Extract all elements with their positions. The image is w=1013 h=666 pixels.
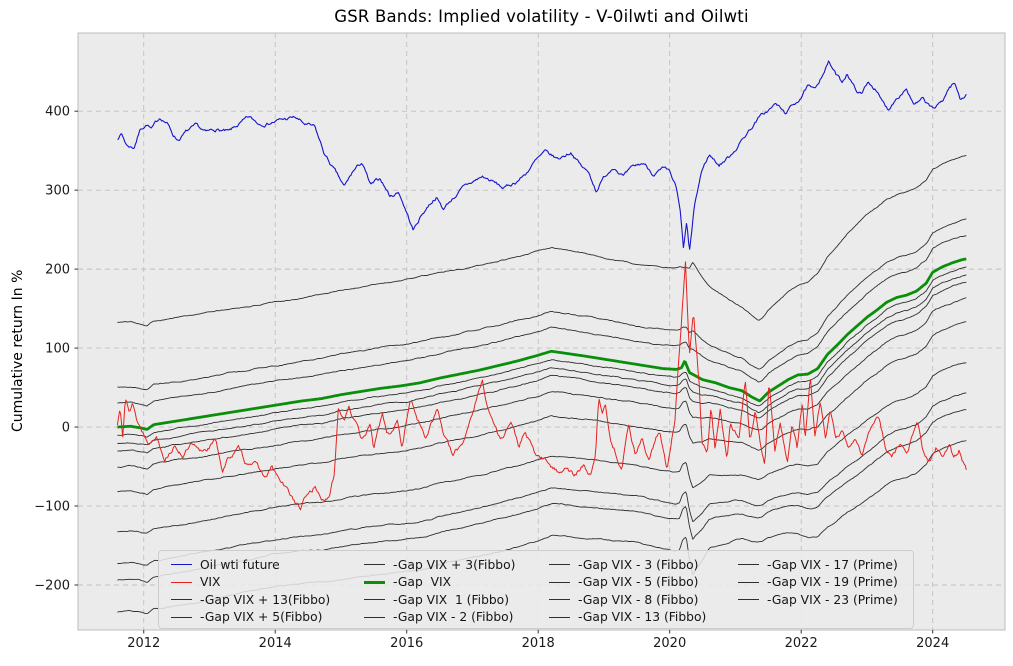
legend-item: -Gap VIX - 19 (Prime)	[738, 574, 913, 592]
chart-title: GSR Bands: Implied volatility - V-0ilwti…	[334, 7, 749, 26]
legend-item: -Gap VIX 1 (Fibbo)	[364, 591, 549, 609]
x-tick-label: 2016	[390, 636, 423, 651]
band-line	[117, 218, 967, 391]
axes-background	[78, 33, 1005, 630]
legend-item: Oil wti future	[171, 556, 364, 574]
x-tick-label: 2018	[522, 636, 555, 651]
series-vix	[116, 261, 967, 511]
band-line	[117, 235, 967, 407]
x-tick-label: 2012	[127, 636, 160, 651]
series-gap	[117, 257, 967, 431]
legend-line-sample	[364, 599, 385, 601]
band-line	[117, 297, 967, 470]
y-tick-label: 200	[45, 263, 70, 278]
band-line	[117, 155, 967, 327]
legend-item-label: VIX	[200, 575, 221, 590]
band-line	[117, 274, 967, 446]
legend-item-label: -Gap VIX - 3 (Fibbo)	[578, 557, 699, 572]
axis-ticks: 2012 2014 2016 2018 2020 2022 2024 400 300 200 100…	[34, 105, 949, 651]
legend-item: -Gap VIX - 8 (Fibbo)	[549, 591, 738, 609]
legend-line-sample	[549, 581, 570, 583]
gridlines	[78, 33, 1005, 630]
legend-line-sample	[364, 617, 385, 619]
legend-item: -Gap VIX	[364, 574, 549, 592]
legend-column: Oil wti future VIX -Gap VIX + 13(Fibbo) -Ga…	[171, 556, 364, 626]
y-tick-label: −100	[34, 500, 70, 515]
legend-item: -Gap VIX - 2 (Fibbo)	[364, 609, 549, 627]
legend-item: -Gap VIX - 3 (Fibbo)	[549, 556, 738, 574]
band-line	[117, 281, 967, 454]
y-tick-label: 300	[45, 184, 70, 199]
legend-item: -Gap VIX - 17 (Prime)	[738, 556, 913, 574]
legend-item-label: -Gap VIX + 5(Fibbo)	[200, 610, 323, 625]
legend-line-sample	[171, 599, 192, 601]
legend-column: -Gap VIX - 3 (Fibbo) -Gap VIX - 5 (Fibbo)…	[549, 556, 738, 626]
legend-item: -Gap VIX - 13 (Fibbo)	[549, 609, 738, 627]
legend-item-label: -Gap VIX + 13(Fibbo)	[200, 592, 331, 607]
legend-item-label: Oil wti future	[200, 557, 280, 572]
y-tick-label: 400	[45, 105, 70, 120]
legend: Oil wti future VIX -Gap VIX + 13(Fibbo) -Ga…	[158, 550, 914, 629]
y-tick-label: −200	[34, 578, 70, 593]
legend-item-label: -Gap VIX - 19 (Prime)	[767, 575, 898, 590]
x-tick-label: 2024	[916, 636, 949, 651]
legend-item-label: -Gap VIX - 17 (Prime)	[767, 557, 898, 572]
legend-line-sample	[171, 581, 192, 583]
legend-item-label: -Gap VIX - 23 (Prime)	[767, 592, 898, 607]
y-tick-label: 0	[62, 421, 70, 436]
legend-item: VIX	[171, 574, 364, 592]
x-tick-label: 2020	[653, 636, 686, 651]
legend-item: -Gap VIX + 3(Fibbo)	[364, 556, 549, 574]
legend-item: -Gap VIX - 5 (Fibbo)	[549, 574, 738, 592]
x-tick-label: 2022	[785, 636, 818, 651]
legend-column: -Gap VIX + 3(Fibbo) -Gap VIX -Gap VIX 1 (F…	[364, 556, 549, 626]
legend-line-sample	[549, 617, 570, 619]
legend-item-label: -Gap VIX 1 (Fibbo)	[393, 592, 510, 607]
legend-item-label: -Gap VIX - 2 (Fibbo)	[393, 610, 514, 625]
legend-line-sample	[549, 564, 570, 566]
legend-column: -Gap VIX - 17 (Prime) -Gap VIX - 19 (Prim…	[738, 556, 913, 626]
legend-item-label: -Gap VIX + 3(Fibbo)	[393, 557, 516, 572]
legend-line-sample	[738, 564, 759, 566]
band-line	[117, 266, 967, 438]
series-oil	[117, 60, 967, 250]
x-tick-label: 2014	[259, 636, 292, 651]
legend-item: -Gap VIX + 5(Fibbo)	[171, 609, 364, 627]
band-line	[117, 392, 967, 566]
legend-item-label: -Gap VIX - 5 (Fibbo)	[578, 575, 699, 590]
legend-line-sample	[738, 581, 759, 583]
y-tick-label: 100	[45, 342, 70, 357]
legend-line-sample	[364, 580, 385, 584]
legend-item-label: -Gap VIX - 13 (Fibbo)	[578, 610, 707, 625]
legend-line-sample	[171, 564, 192, 566]
band-line	[117, 321, 967, 496]
legend-line-sample	[549, 599, 570, 601]
legend-line-sample	[364, 564, 385, 566]
legend-line-sample	[171, 617, 192, 619]
legend-line-sample	[738, 599, 759, 601]
legend-item-label: -Gap VIX	[393, 575, 452, 590]
legend-item: -Gap VIX + 13(Fibbo)	[171, 591, 364, 609]
axes-spines	[77, 32, 1006, 631]
legend-item-label: -Gap VIX - 8 (Fibbo)	[578, 592, 699, 607]
legend-item: -Gap VIX - 23 (Prime)	[738, 591, 913, 609]
y-axis-label: Cumulative return In %	[10, 269, 26, 432]
